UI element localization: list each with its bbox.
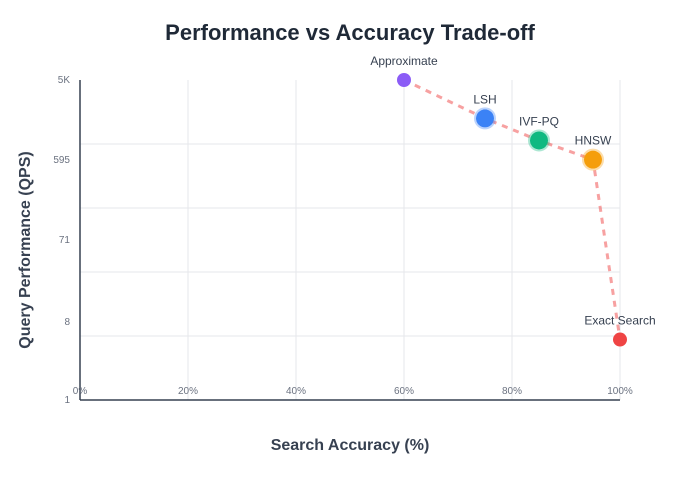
y-tick-label: 5K <box>58 75 71 86</box>
data-points <box>397 73 627 347</box>
x-tick-label: 0% <box>73 386 88 397</box>
x-tick-label: 80% <box>502 386 522 397</box>
data-point <box>397 73 411 87</box>
point-label: HNSW <box>575 134 612 148</box>
point-label: LSH <box>473 92 496 106</box>
x-tick-label: 20% <box>178 386 198 397</box>
data-point-ring <box>528 129 550 152</box>
point-label: IVF-PQ <box>519 114 559 128</box>
chart-title: Performance vs Accuracy Trade-off <box>165 20 535 45</box>
axes <box>79 80 620 401</box>
point-label: Approximate <box>370 54 438 68</box>
data-point <box>476 109 494 128</box>
x-tick-label: 100% <box>607 386 633 397</box>
x-axis-title: Search Accuracy (%) <box>271 437 430 454</box>
point-labels: Approximate LSH IVF-PQ HNSW Exact Search <box>370 54 655 328</box>
x-tick-label: 40% <box>286 386 306 397</box>
y-axis-title: Query Performance (QPS) <box>17 151 34 348</box>
point-label: Exact Search <box>584 314 655 328</box>
data-point-ring <box>582 148 604 171</box>
y-tick-label: 1 <box>64 395 70 406</box>
y-tick-label: 595 <box>53 155 70 166</box>
y-tick-label: 71 <box>59 235 71 246</box>
data-point <box>613 332 627 347</box>
data-point <box>530 131 548 150</box>
x-tick-label: 60% <box>394 386 414 397</box>
y-tick-label: 8 <box>64 317 70 328</box>
grid-lines <box>80 80 621 400</box>
tick-labels: 0% 20% 40% 60% 80% 100% 1 8 71 595 5K <box>53 75 633 406</box>
data-point <box>584 150 602 169</box>
data-point-ring <box>474 107 496 130</box>
